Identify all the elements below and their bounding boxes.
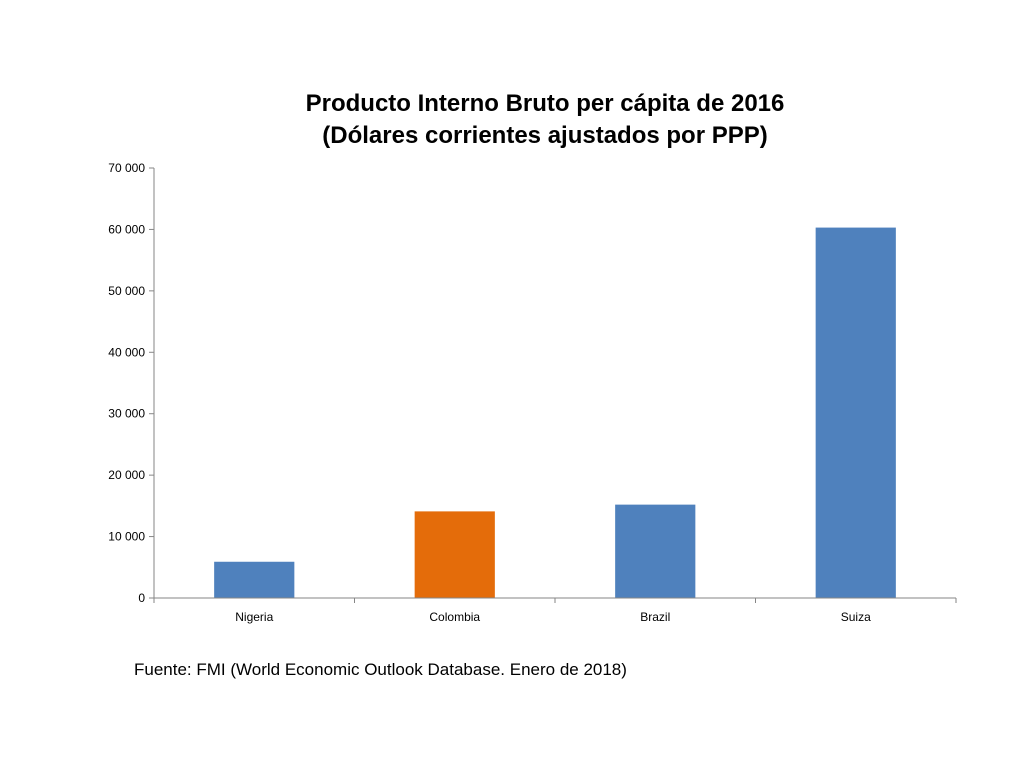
bar-nigeria [214, 561, 295, 598]
chart-title-line-2: (Dólares corrientes ajustados por PPP) [322, 122, 768, 149]
labels-layer: 0 10 000 20 000 30 000 40 000 50 000 60 000 70 … [108, 161, 871, 624]
bar-brazil [615, 504, 696, 598]
y-tick-label: 70 000 [108, 161, 145, 175]
chart-title-line-1: Producto Interno Bruto per cápita de 201… [305, 90, 785, 117]
y-tick-label: 60 000 [108, 222, 145, 236]
x-tick-label: Colombia [429, 610, 480, 624]
y-tick-label: 40 000 [108, 345, 145, 359]
axes-layer [149, 167, 957, 603]
bar-colombia [414, 511, 495, 598]
bar-suiza [815, 227, 896, 599]
x-tick-label: Brazil [640, 610, 670, 624]
x-tick-label: Suiza [841, 610, 871, 624]
bars-layer [214, 227, 896, 599]
x-tick-label: Nigeria [235, 610, 273, 624]
y-tick-label: 50 000 [108, 284, 145, 298]
y-tick-label: 20 000 [108, 468, 145, 482]
y-tick-label: 10 000 [108, 530, 145, 544]
y-tick-label: 0 [138, 591, 145, 605]
y-tick-label: 30 000 [108, 407, 145, 421]
source-note: Fuente: FMI (World Economic Outlook Data… [134, 660, 627, 679]
chart-title: Producto Interno Bruto per cápita de 201… [0, 88, 1024, 152]
